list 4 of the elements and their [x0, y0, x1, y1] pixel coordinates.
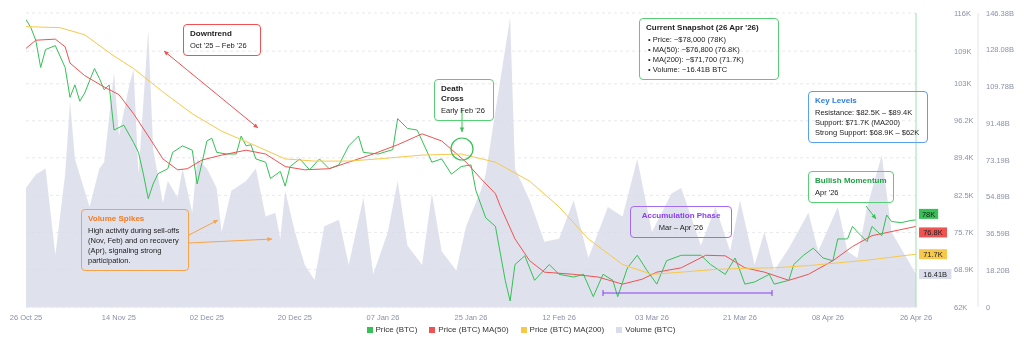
legend-label: Price (BTC) MA(50) [438, 325, 509, 334]
legend-label: Price (BTC) [375, 325, 418, 334]
legend-label: Volume (BTC) [625, 325, 676, 334]
legend-label: Price (BTC) MA(200) [529, 325, 605, 334]
